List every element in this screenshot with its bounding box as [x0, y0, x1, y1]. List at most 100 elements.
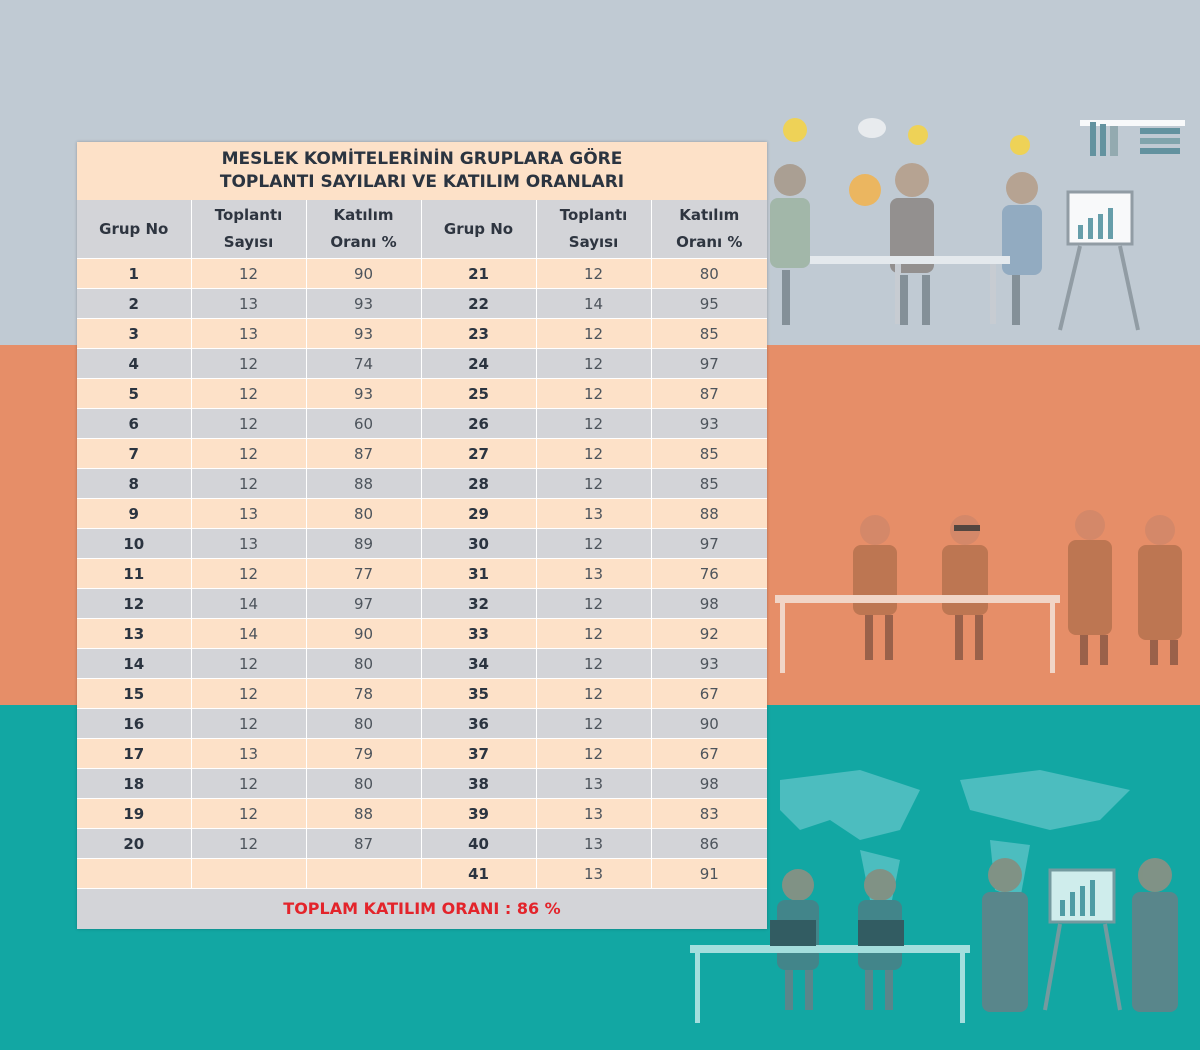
katilim-orani-cell: 93 — [306, 378, 422, 409]
grup-no-cell: 23 — [421, 318, 537, 349]
toplanti-sayisi-cell: 12 — [191, 258, 307, 289]
toplanti-sayisi-cell: 12 — [536, 468, 652, 499]
katilim-orani-cell: 93 — [651, 648, 767, 679]
table-row: 6 12 60 26 12 93 — [77, 408, 767, 439]
katilim-orani-cell: 60 — [306, 408, 422, 439]
table-row: 4 12 74 24 12 97 — [77, 348, 767, 379]
katilim-orani-cell: 67 — [651, 678, 767, 709]
toplanti-sayisi-cell — [191, 858, 307, 888]
katilim-orani-cell: 93 — [306, 318, 422, 349]
toplanti-sayisi-cell: 13 — [536, 858, 652, 888]
title-line-1: MESLEK KOMİTELERİNİN GRUPLARA GÖRE — [221, 149, 623, 169]
toplanti-sayisi-cell: 12 — [191, 828, 307, 859]
grup-no-cell: 3 — [77, 318, 192, 349]
katilim-orani-cell: 90 — [306, 258, 422, 289]
katilim-orani-cell: 91 — [651, 858, 767, 888]
toplanti-sayisi-cell: 12 — [536, 348, 652, 379]
toplanti-sayisi-cell: 13 — [191, 318, 307, 349]
katilim-orani-cell: 87 — [651, 378, 767, 409]
katilim-orani-cell: 80 — [306, 708, 422, 739]
grup-no-cell: 34 — [421, 648, 537, 679]
katilim-orani-cell: 85 — [651, 468, 767, 499]
toplanti-sayisi-cell: 12 — [536, 588, 652, 619]
katilim-orani-cell: 90 — [306, 618, 422, 649]
table-row: 12 14 97 32 12 98 — [77, 588, 767, 619]
toplanti-sayisi-cell: 12 — [536, 618, 652, 649]
header-grup-no: Grup No — [77, 200, 192, 259]
grup-no-cell: 8 — [77, 468, 192, 499]
katilim-orani-cell: 90 — [651, 708, 767, 739]
toplanti-sayisi-cell: 12 — [191, 378, 307, 409]
toplanti-sayisi-cell: 12 — [536, 678, 652, 709]
katilim-orani-cell — [306, 858, 422, 888]
table-header-row: Grup No Toplantı Sayısı Katılım Oranı % Gr… — [77, 200, 767, 259]
table-row: 17 13 79 37 12 67 — [77, 738, 767, 769]
header-toplanti-sayisi: Toplantı Sayısı — [191, 200, 307, 259]
grup-no-cell: 22 — [421, 288, 537, 319]
toplanti-sayisi-cell: 12 — [536, 318, 652, 349]
katilim-orani-cell: 88 — [306, 798, 422, 829]
table-row: 1 12 90 21 12 80 — [77, 258, 767, 289]
katilim-orani-cell: 97 — [651, 348, 767, 379]
grup-no-cell: 6 — [77, 408, 192, 439]
grup-no-cell: 19 — [77, 798, 192, 829]
grup-no-cell: 17 — [77, 738, 192, 769]
toplanti-sayisi-cell: 12 — [536, 738, 652, 769]
table-row: 9 13 80 29 13 88 — [77, 498, 767, 529]
katilim-orani-cell: 80 — [306, 648, 422, 679]
table-row: 14 12 80 34 12 93 — [77, 648, 767, 679]
grup-no-cell: 7 — [77, 438, 192, 469]
panel-illustration — [775, 510, 1182, 673]
table-row: 8 12 88 28 12 85 — [77, 468, 767, 499]
attendance-table-card: MESLEK KOMİTELERİNİN GRUPLARA GÖRE TOPLA… — [77, 142, 767, 929]
toplanti-sayisi-cell: 12 — [191, 468, 307, 499]
table-body: 1 12 90 21 12 80 2 13 93 22 14 95 3 13 93 23 12 85 4 12 74 24… — [77, 258, 767, 888]
katilim-orani-cell: 86 — [651, 828, 767, 859]
toplanti-sayisi-cell: 12 — [536, 408, 652, 439]
katilim-orani-cell: 97 — [651, 528, 767, 559]
meeting-illustration — [770, 118, 1185, 331]
katilim-orani-cell: 88 — [651, 498, 767, 529]
katilim-orani-cell: 87 — [306, 828, 422, 859]
katilim-orani-cell: 98 — [651, 768, 767, 799]
grup-no-cell: 36 — [421, 708, 537, 739]
grup-no-cell: 37 — [421, 738, 537, 769]
toplanti-sayisi-cell: 12 — [536, 438, 652, 469]
grup-no-cell: 21 — [421, 258, 537, 289]
katilim-orani-cell: 80 — [306, 768, 422, 799]
grup-no-cell: 28 — [421, 468, 537, 499]
header-katilim-orani: Katılım Oranı % — [651, 200, 767, 259]
table-row: 15 12 78 35 12 67 — [77, 678, 767, 709]
toplanti-sayisi-cell: 12 — [536, 708, 652, 739]
table-row: 10 13 89 30 12 97 — [77, 528, 767, 559]
toplanti-sayisi-cell: 12 — [536, 258, 652, 289]
toplanti-sayisi-cell: 12 — [191, 678, 307, 709]
grup-no-cell: 24 — [421, 348, 537, 379]
table-row: 11 12 77 31 13 76 — [77, 558, 767, 589]
toplanti-sayisi-cell: 14 — [191, 588, 307, 619]
toplanti-sayisi-cell: 12 — [191, 798, 307, 829]
grup-no-cell: 15 — [77, 678, 192, 709]
table-row: 19 12 88 39 13 83 — [77, 798, 767, 829]
katilim-orani-cell: 83 — [651, 798, 767, 829]
grup-no-cell: 18 — [77, 768, 192, 799]
katilim-orani-cell: 97 — [306, 588, 422, 619]
katilim-orani-cell: 85 — [651, 438, 767, 469]
katilim-orani-cell: 88 — [306, 468, 422, 499]
grup-no-cell: 29 — [421, 498, 537, 529]
katilim-orani-cell: 95 — [651, 288, 767, 319]
header-toplanti-sayisi: Toplantı Sayısı — [536, 200, 652, 259]
grup-no-cell: 30 — [421, 528, 537, 559]
katilim-orani-cell: 67 — [651, 738, 767, 769]
grup-no-cell: 32 — [421, 588, 537, 619]
toplanti-sayisi-cell: 12 — [536, 648, 652, 679]
toplanti-sayisi-cell: 14 — [536, 288, 652, 319]
katilim-orani-cell: 85 — [651, 318, 767, 349]
table-row: 2 13 93 22 14 95 — [77, 288, 767, 319]
katilim-orani-cell: 76 — [651, 558, 767, 589]
toplanti-sayisi-cell: 13 — [536, 798, 652, 829]
grup-no-cell: 41 — [421, 858, 537, 888]
grup-no-cell: 38 — [421, 768, 537, 799]
toplanti-sayisi-cell: 12 — [536, 378, 652, 409]
grup-no-cell: 20 — [77, 828, 192, 859]
